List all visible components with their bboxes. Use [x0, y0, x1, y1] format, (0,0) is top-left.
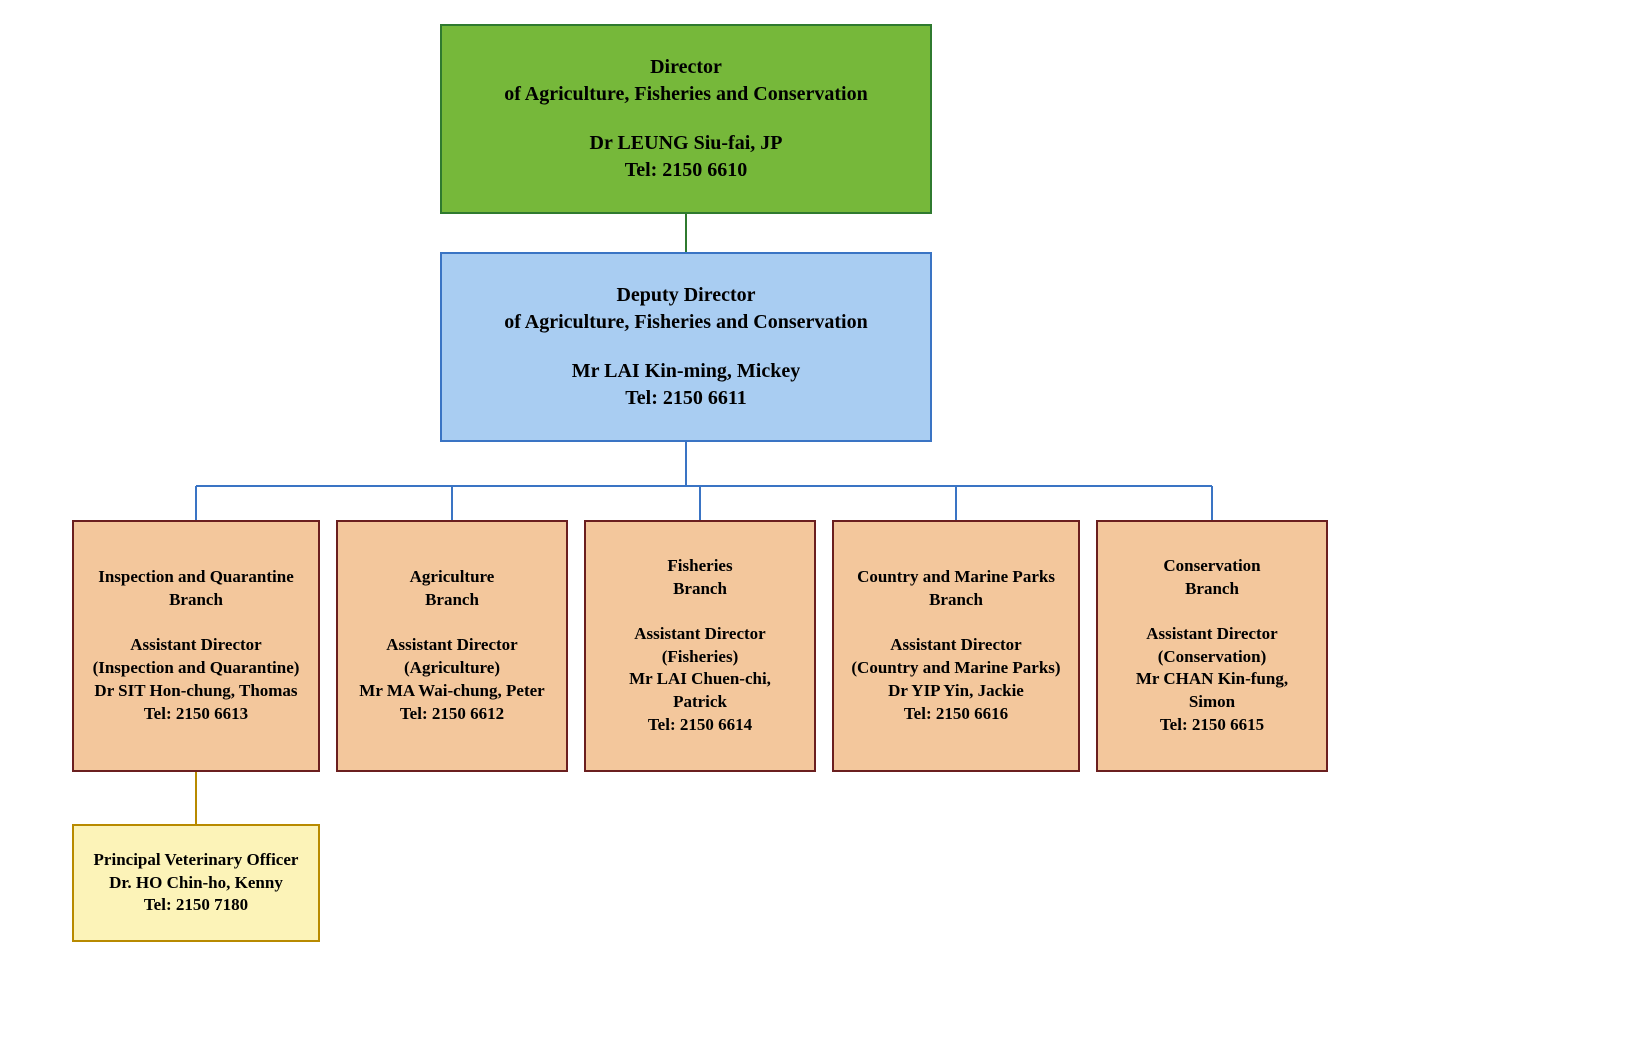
director-title-line1: Director: [650, 54, 722, 81]
branch-title-line1: Fisheries: [667, 555, 732, 578]
connector-drop-branch-1: [451, 486, 453, 520]
branch-title-line2: Branch: [929, 589, 983, 612]
branch-role-line2: (Conservation): [1158, 646, 1267, 669]
connector-drop-branch-4: [1211, 486, 1213, 520]
branch-role-line1: Assistant Director: [890, 634, 1021, 657]
connector-drop-branch-2: [699, 486, 701, 520]
branch-title-line1: Country and Marine Parks: [857, 566, 1055, 589]
branch-name: Mr LAI Chuen-chi,: [629, 668, 771, 691]
director-tel: Tel: 2150 6610: [625, 157, 748, 184]
org-node-branch-agriculture: Agriculture Branch Assistant Director (A…: [336, 520, 568, 772]
org-node-branch-country-marine-parks: Country and Marine Parks Branch Assistan…: [832, 520, 1080, 772]
branch-role-line2: (Agriculture): [404, 657, 500, 680]
sub-tel: Tel: 2150 7180: [144, 894, 248, 917]
connector-deputy-down: [685, 442, 687, 486]
branch-tel: Tel: 2150 6613: [144, 703, 248, 726]
connector-drop-branch-3: [955, 486, 957, 520]
sub-title: Principal Veterinary Officer: [94, 849, 299, 872]
branch-title-line2: Branch: [425, 589, 479, 612]
branch-title-line2: Branch: [169, 589, 223, 612]
branch-role-line2: (Fisheries): [662, 646, 738, 669]
branch-name2: Simon: [1189, 691, 1235, 714]
branch-tel: Tel: 2150 6612: [400, 703, 504, 726]
org-node-branch-conservation: Conservation Branch Assistant Director (…: [1096, 520, 1328, 772]
branch-role-line1: Assistant Director: [386, 634, 517, 657]
director-name: Dr LEUNG Siu-fai, JP: [590, 130, 783, 157]
sub-name: Dr. HO Chin-ho, Kenny: [109, 872, 283, 895]
branch-name: Mr MA Wai-chung, Peter: [359, 680, 544, 703]
org-node-branch-fisheries: Fisheries Branch Assistant Director (Fis…: [584, 520, 816, 772]
branch-tel: Tel: 2150 6614: [648, 714, 752, 737]
branch-title-line2: Branch: [1185, 578, 1239, 601]
org-node-branch-inspection-quarantine: Inspection and Quarantine Branch Assista…: [72, 520, 320, 772]
org-node-principal-veterinary-officer: Principal Veterinary Officer Dr. HO Chin…: [72, 824, 320, 942]
connector-horizontal-bar: [196, 485, 1212, 487]
branch-name: Dr YIP Yin, Jackie: [888, 680, 1024, 703]
branch-role-line2: (Inspection and Quarantine): [93, 657, 300, 680]
branch-title-line1: Agriculture: [410, 566, 495, 589]
connector-drop-branch-0: [195, 486, 197, 520]
branch-role-line1: Assistant Director: [1146, 623, 1277, 646]
connector-director-to-deputy: [685, 214, 687, 252]
branch-role-line2: (Country and Marine Parks): [851, 657, 1060, 680]
director-title-line2: of Agriculture, Fisheries and Conservati…: [504, 81, 868, 108]
deputy-title-line2: of Agriculture, Fisheries and Conservati…: [504, 309, 868, 336]
branch-role-line1: Assistant Director: [634, 623, 765, 646]
deputy-tel: Tel: 2150 6611: [625, 385, 747, 412]
branch-title-line1: Inspection and Quarantine: [98, 566, 294, 589]
org-node-deputy-director: Deputy Director of Agriculture, Fisherie…: [440, 252, 932, 442]
deputy-name: Mr LAI Kin-ming, Mickey: [572, 358, 801, 385]
connector-sub-drop: [195, 772, 197, 824]
branch-role-line1: Assistant Director: [130, 634, 261, 657]
branch-title-line2: Branch: [673, 578, 727, 601]
branch-tel: Tel: 2150 6616: [904, 703, 1008, 726]
branch-name: Mr CHAN Kin-fung,: [1136, 668, 1288, 691]
branch-name2: Patrick: [673, 691, 727, 714]
org-node-director: Director of Agriculture, Fisheries and C…: [440, 24, 932, 214]
branch-name: Dr SIT Hon-chung, Thomas: [94, 680, 297, 703]
deputy-title-line1: Deputy Director: [616, 282, 755, 309]
branch-title-line1: Conservation: [1163, 555, 1260, 578]
branch-tel: Tel: 2150 6615: [1160, 714, 1264, 737]
